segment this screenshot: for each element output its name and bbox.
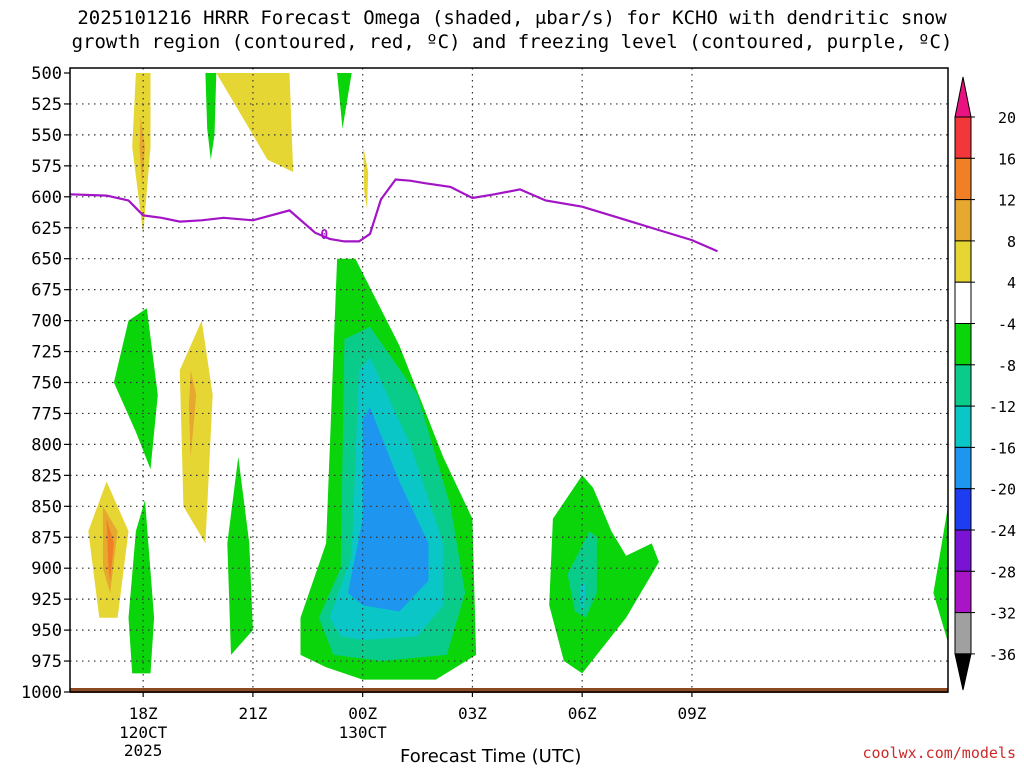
y-tick-label-975: 975 (31, 652, 62, 672)
colorbar-segment-11 (954, 529, 972, 572)
x-tick-label-03Z: 03Z (458, 704, 487, 723)
x-tick-label-06Z: 06Z (568, 704, 597, 723)
x-tick-label-09Z: 09Z (677, 704, 706, 723)
colorbar-label-4: 4 (1007, 274, 1016, 292)
chart-title-line-2: growth region (contoured, red, ºC) and f… (71, 31, 953, 53)
colorbar-segment-12 (954, 570, 972, 614)
colorbar-label-8: -16 (989, 439, 1016, 457)
colorbar-label-0: 20 (998, 109, 1016, 127)
colorbar-segment-6 (954, 323, 972, 366)
y-tick-label-925: 925 (31, 590, 62, 610)
omega-region-19 (567, 531, 597, 618)
omega-region-6 (179, 320, 213, 544)
omega-region-2 (216, 73, 294, 172)
colorbar-label-13: -36 (989, 646, 1016, 664)
colorbar-label-6: -8 (998, 357, 1016, 375)
y-tick-label-950: 950 (31, 621, 62, 641)
omega-region-13 (227, 456, 253, 655)
y-tick-label-725: 725 (31, 343, 62, 363)
y-tick-label-525: 525 (31, 95, 62, 115)
colorbar-segment-7 (954, 364, 972, 407)
plot-area (70, 68, 948, 692)
colorbar-label-1: 16 (998, 150, 1016, 168)
colorbar-label-10: -24 (989, 522, 1016, 540)
omega-region-17 (348, 407, 429, 612)
colorbar-segment-1 (954, 116, 972, 159)
omega-region-1 (139, 116, 145, 185)
plot-border (69, 67, 949, 693)
x-tick-label-18Z: 18Z (129, 704, 158, 723)
y-tick-label-800: 800 (31, 435, 62, 455)
freezing-level-layer: 0 (70, 178, 718, 253)
y-tick-label-825: 825 (31, 466, 62, 486)
colorbar-bottom-arrow (954, 653, 972, 691)
colorbar-segment-10 (954, 488, 972, 531)
omega-region-20 (580, 580, 586, 612)
colorbar-segment-8 (954, 405, 972, 448)
y-tick-label-875: 875 (31, 528, 62, 548)
x-tick-label-21Z: 21Z (238, 704, 267, 723)
omega-region-7 (188, 370, 197, 457)
omega-region-10 (106, 518, 114, 581)
omega-region-18 (549, 475, 659, 674)
omega-region-12 (128, 500, 155, 674)
y-tick-label-775: 775 (31, 404, 62, 424)
omega-region-3 (363, 147, 369, 210)
y-tick-label-550: 550 (31, 126, 62, 146)
omega-region-11 (113, 308, 158, 470)
colorbar-label-2: 12 (998, 192, 1016, 210)
chart-title: 2025101216 HRRR Forecast Omega (shaded, … (0, 6, 1024, 54)
omega-region-4 (205, 73, 217, 160)
x-tick-sublabel-18Z-0: 120CT (119, 723, 168, 742)
y-tick-label-700: 700 (31, 312, 62, 332)
freezing-level-label: 0 (320, 228, 328, 243)
y-tick-label-650: 650 (31, 250, 62, 270)
colorbar-segment-5 (954, 281, 972, 325)
y-tick-label-500: 500 (31, 64, 62, 84)
chart-title-line-1: 2025101216 HRRR Forecast Omega (shaded, … (77, 7, 947, 29)
ground-strip (70, 688, 948, 693)
omega-shading (88, 73, 948, 680)
colorbar-segment-13 (954, 612, 972, 655)
x-tick-sublabel-18Z-1: 2025 (124, 741, 163, 760)
grid (70, 68, 948, 692)
y-tick-label-600: 600 (31, 188, 62, 208)
colorbar-label-9: -20 (989, 481, 1016, 499)
omega-region-21 (933, 506, 948, 643)
y-axis: 500 525 550 575 600 625 650 675 700 725 750 775 800 8… (21, 64, 70, 703)
colorbar-segment-9 (954, 446, 972, 490)
y-tick-label-750: 750 (31, 374, 62, 394)
x-tick-label-00Z: 00Z (348, 704, 377, 723)
colorbar-label-12: -32 (989, 605, 1016, 623)
colorbar-label-11: -28 (989, 563, 1016, 581)
y-tick-label-900: 900 (31, 559, 62, 579)
omega-region-5 (337, 73, 352, 129)
y-tick-label-625: 625 (31, 219, 62, 239)
y-tick-label-575: 575 (31, 157, 62, 177)
colorbar-segment-3 (954, 199, 972, 242)
x-tick-sublabel-00Z-0: 130CT (339, 723, 388, 742)
colorbar-label-3: 8 (1007, 233, 1016, 251)
y-tick-label-1000: 1000 (21, 683, 62, 703)
colorbar-segment-2 (954, 157, 972, 201)
watermark: coolwx.com/models (862, 744, 1016, 762)
freezing-level-line (70, 178, 718, 253)
y-tick-label-850: 850 (31, 497, 62, 517)
x-axis-label: Forecast Time (UTC) (400, 746, 582, 767)
colorbar-label-5: -4 (998, 316, 1016, 334)
colorbar-label-7: -12 (989, 398, 1016, 416)
colorbar-top-arrow (954, 76, 972, 118)
colorbar: 20 16 12 8 4 -4 -8 -12 -16 -20 -24 -28 -32 -36 (954, 76, 1016, 691)
colorbar-segment-4 (954, 240, 972, 283)
y-tick-label-675: 675 (31, 281, 62, 301)
